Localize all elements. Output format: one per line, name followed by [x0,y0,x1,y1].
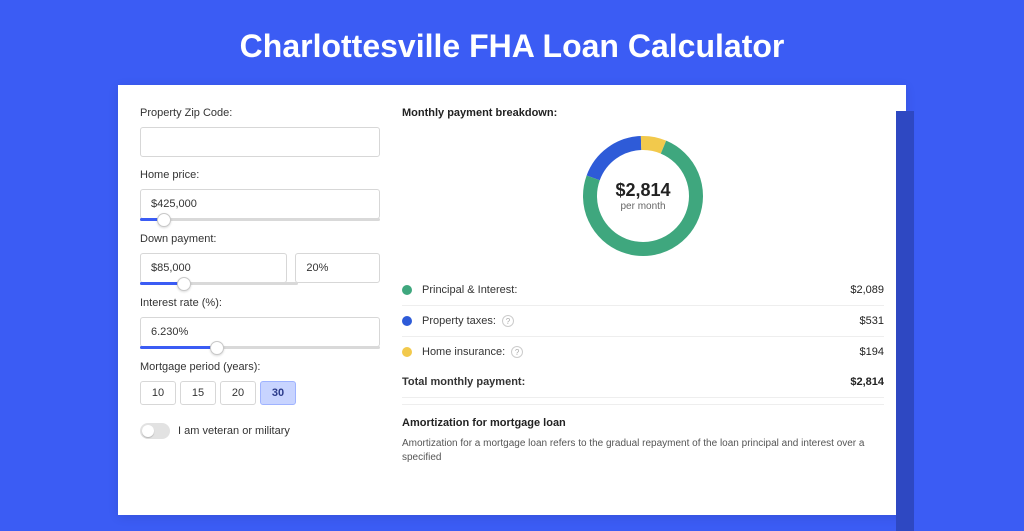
label-down-payment: Down payment: [140,233,380,245]
legend-dot [402,316,412,326]
breakdown-column: Monthly payment breakdown: $2,814 per mo… [396,85,906,515]
legend-row-1: Property taxes:?$531 [402,306,884,337]
mortgage-period-20[interactable]: 20 [220,381,256,405]
donut-sub-label: per month [620,201,665,212]
donut-slice-tax [593,143,641,178]
amortization-text: Amortization for a mortgage loan refers … [402,437,884,465]
legend-row-2: Home insurance:?$194 [402,337,884,367]
legend-dot [402,347,412,357]
page-title: Charlottesville FHA Loan Calculator [0,0,1024,85]
legend-label: Property taxes:? [422,315,860,327]
down-payment-amount-input[interactable] [140,253,287,283]
slider-thumb[interactable] [210,341,224,355]
breakdown-title: Monthly payment breakdown: [402,107,884,119]
interest-rate-slider[interactable] [140,346,380,349]
label-mortgage-period: Mortgage period (years): [140,361,380,373]
field-down-payment: Down payment: [140,233,380,285]
veteran-toggle-row: I am veteran or military [140,423,380,439]
total-row: Total monthly payment: $2,814 [402,367,884,398]
label-home-price: Home price: [140,169,380,181]
total-label: Total monthly payment: [402,376,850,388]
legend-value: $531 [860,315,884,327]
down-payment-slider[interactable] [140,282,298,285]
help-icon[interactable]: ? [511,346,523,358]
amortization-title: Amortization for mortgage loan [402,417,884,429]
legend-dot [402,285,412,295]
toggle-knob [142,425,154,437]
donut-chart: $2,814 per month [402,129,884,269]
zip-input[interactable] [140,127,380,157]
donut-slice-ins [641,143,663,147]
veteran-toggle[interactable] [140,423,170,439]
interest-rate-input[interactable] [140,317,380,347]
field-home-price: Home price: [140,169,380,221]
field-mortgage-period: Mortgage period (years): 10152030 [140,361,380,405]
legend-label: Principal & Interest: [422,284,850,296]
label-zip: Property Zip Code: [140,107,380,119]
mortgage-period-10[interactable]: 10 [140,381,176,405]
panel-shadow-gutter [896,111,914,531]
legend-value: $194 [860,346,884,358]
mortgage-period-30[interactable]: 30 [260,381,296,405]
donut-total-amount: $2,814 [615,180,670,200]
calculator-panel: Property Zip Code: Home price: Down paym… [118,85,906,515]
breakdown-legend: Principal & Interest:$2,089Property taxe… [402,275,884,367]
amortization-section: Amortization for mortgage loan Amortizat… [402,404,884,465]
legend-row-0: Principal & Interest:$2,089 [402,275,884,306]
mortgage-period-options: 10152030 [140,381,380,405]
legend-value: $2,089 [850,284,884,296]
mortgage-period-15[interactable]: 15 [180,381,216,405]
slider-thumb[interactable] [157,213,171,227]
veteran-label: I am veteran or military [178,425,290,437]
home-price-input[interactable] [140,189,380,219]
label-interest-rate: Interest rate (%): [140,297,380,309]
home-price-slider[interactable] [140,218,380,221]
help-icon[interactable]: ? [502,315,514,327]
form-column: Property Zip Code: Home price: Down paym… [118,85,396,515]
field-zip: Property Zip Code: [140,107,380,157]
field-interest-rate: Interest rate (%): [140,297,380,349]
down-payment-percent-input[interactable] [295,253,380,283]
legend-label: Home insurance:? [422,346,860,358]
slider-thumb[interactable] [177,277,191,291]
total-value: $2,814 [850,376,884,388]
